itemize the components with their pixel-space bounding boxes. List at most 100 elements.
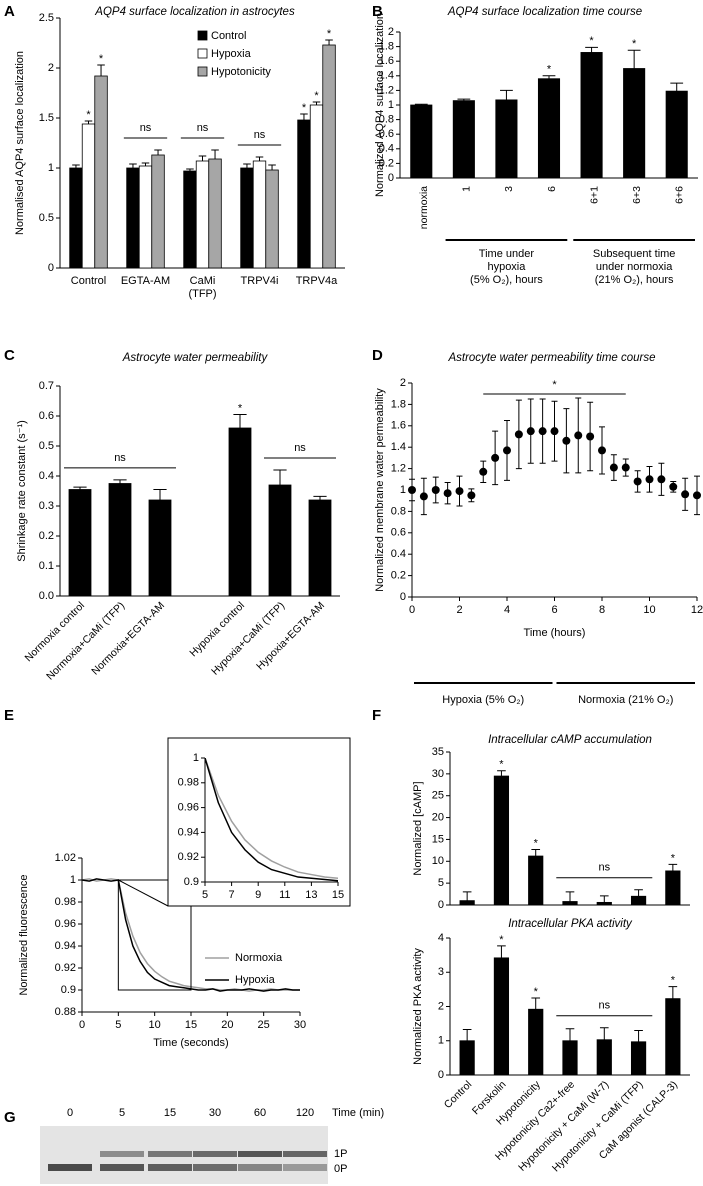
data-point: [514, 430, 523, 439]
error-bar: [325, 39, 333, 45]
lane-label: 30: [209, 1107, 221, 1119]
bar: [126, 167, 140, 269]
y-tick-label: 2: [400, 377, 406, 389]
error-bar: [97, 64, 105, 76]
x-tick-label: 2: [456, 604, 462, 616]
data-point: [633, 477, 642, 486]
significance-marker: *: [99, 53, 104, 65]
y-tick-label: 4: [438, 932, 444, 944]
lane-label: 0: [67, 1107, 73, 1119]
y-tick-label: 1.02: [55, 852, 76, 864]
y-tick-label: 0.94: [178, 826, 199, 838]
error-bar: [154, 149, 162, 155]
error-bar: [627, 49, 641, 69]
error-bar: [500, 89, 513, 100]
error-bar: [531, 848, 541, 857]
y-axis-label: Normalized fluorescence: [18, 874, 30, 995]
y-tick-label: 0.92: [55, 962, 76, 974]
bar: [528, 855, 544, 906]
chart-title: AQP4 surface localization in astrocytes: [94, 6, 295, 18]
zoom-connector: [118, 879, 169, 907]
error-bar: [668, 863, 678, 871]
data-point: [574, 431, 583, 440]
y-tick-label: 0.6: [379, 128, 394, 140]
bar: [195, 160, 210, 269]
phase-label: Hypoxia (5% O₂): [442, 694, 524, 706]
gel-band: [148, 1164, 192, 1171]
bar: [562, 1040, 578, 1076]
y-tick-label: 1.6: [379, 55, 394, 67]
x-axis-label: Time (hours): [524, 627, 586, 639]
x-tick-label: 0: [79, 1019, 85, 1031]
y-tick-label: 1.2: [379, 84, 394, 96]
group-label: (5% O₂), hours: [470, 274, 543, 286]
bar: [528, 1008, 544, 1076]
error-bar: [73, 486, 87, 490]
bar: [69, 167, 83, 269]
y-tick-label: 1.8: [379, 41, 394, 53]
y-tick-label: 1: [400, 484, 406, 496]
significance-marker: *: [632, 38, 637, 50]
significance-marker: *: [499, 934, 504, 946]
error-bar: [255, 156, 264, 161]
y-tick-label: 2.5: [39, 12, 54, 24]
error-bar: [414, 103, 428, 105]
y-tick-label: 2: [438, 1000, 444, 1012]
x-tick-label: 30: [294, 1019, 306, 1031]
y-tick-label: 0.5: [39, 440, 54, 452]
y-axis-label: Normalized [cAMP]: [412, 781, 424, 875]
gel-band: [193, 1151, 237, 1157]
bracket-label: ns: [197, 122, 209, 134]
error-bar: [300, 113, 308, 120]
x-tick-label: 6+1: [588, 186, 600, 204]
gel-image: [40, 1126, 328, 1184]
x-axis-label: Time (seconds): [153, 1037, 228, 1049]
data-point: [693, 491, 701, 500]
bracket-label: ns: [598, 1000, 610, 1012]
x-tick-label: CaMi: [190, 275, 216, 287]
bar: [630, 895, 647, 906]
y-tick-label: 0.2: [391, 570, 406, 582]
group-label: under normoxia: [596, 261, 673, 273]
x-tick-label: TRPV4a: [296, 275, 338, 287]
error-bar: [634, 1029, 643, 1042]
error-bar: [668, 986, 678, 999]
y-tick-label: 0.1: [39, 560, 54, 572]
y-tick-label: 0: [438, 1069, 444, 1081]
y-tick-label: 0.92: [178, 851, 199, 863]
y-tick-label: 0.8: [379, 114, 394, 126]
x-tick-label: Hypoxia+EGTA-AM: [254, 600, 327, 673]
x-tick-label: Normoxia+EGTA-AM: [89, 600, 167, 678]
y-tick-label: 0.8: [391, 505, 406, 517]
y-tick-label: 0.2: [379, 157, 394, 169]
y-tick-label: 0.98: [55, 896, 76, 908]
data-point: [408, 486, 416, 494]
x-tick-label: 15: [332, 889, 344, 901]
y-tick-label: 15: [432, 833, 444, 845]
x-tick-label: (TFP): [188, 288, 216, 300]
y-tick-label: 1: [193, 752, 199, 764]
y-axis-label: Normalised AQP4 surface localization: [14, 51, 26, 235]
y-tick-label: 1.2: [391, 463, 406, 475]
bracket-label: *: [552, 379, 557, 391]
zoom-box: [117, 879, 192, 991]
y-tick-label: 0.6: [391, 527, 406, 539]
panel-label: A: [4, 3, 15, 20]
legend-swatch: [197, 66, 208, 77]
chart-title: Intracellular PKA activity: [508, 918, 633, 930]
error-bar: [585, 46, 598, 53]
y-axis-label: Shrinkage rate constant (s⁻¹): [16, 420, 28, 562]
significance-marker: *: [314, 90, 319, 102]
y-axis-label: Normalized membrane water permeability: [374, 388, 386, 592]
bar: [630, 1041, 647, 1076]
y-tick-label: 0.88: [55, 1006, 76, 1018]
bar: [580, 52, 603, 179]
bracket-label: ns: [294, 442, 306, 454]
data-point: [455, 487, 464, 496]
y-tick-label: 0.4: [379, 143, 394, 155]
data-point: [443, 489, 452, 498]
error-bar: [129, 163, 137, 168]
bar: [297, 119, 311, 269]
data-point: [657, 475, 666, 484]
x-tick-label: 20: [221, 1019, 233, 1031]
